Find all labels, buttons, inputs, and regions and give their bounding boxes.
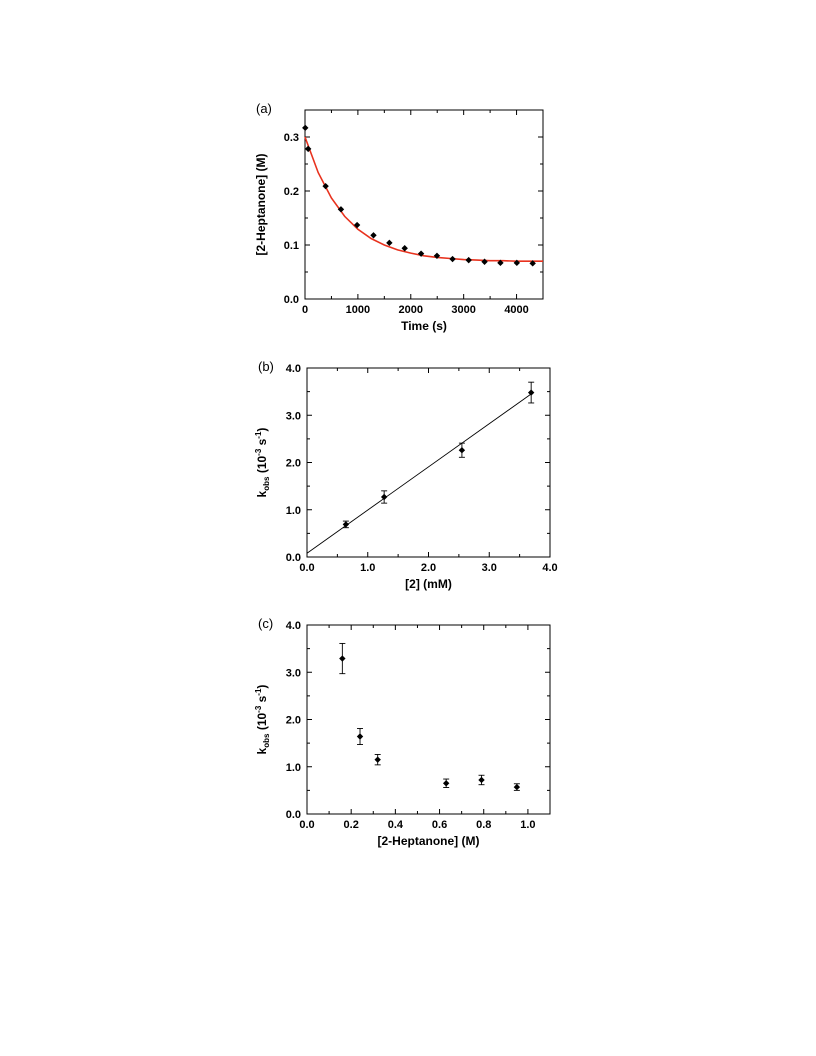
panel-b-x-tick-label: 4.0 [542,562,557,574]
panel-a-data-point [513,259,521,267]
panel-a-x-tick-label: 3000 [451,304,475,316]
panel-c-x-tick-label: 0.6 [432,819,447,831]
panel-a: (a) 0 1000 2000 3000 4000 0.0 0.1 0.2 0.3 Time (s)… [254,101,544,333]
panel-c-label: (c) [258,616,273,631]
panel-c-data-point [339,655,346,662]
panel-a-fit-line [304,136,543,263]
panel-a-x-tick-label: 0 [302,304,308,316]
panel-a-data-point [370,232,377,239]
panel-b-x-axis-title: [2] (mM) [405,577,452,591]
panel-a-y-tick-label: 0.2 [284,186,299,198]
panel-b-x-tick-label: 1.0 [360,562,375,574]
panel-a-data-point [497,259,504,267]
panel-a-data-point [337,206,345,213]
panel-a-x-tick-label: 2000 [399,304,423,316]
panel-a-data-point [386,239,393,247]
panel-b-y-tick-label: 2.0 [286,458,301,470]
panel-a-data-point [401,245,408,252]
panel-c-data-point [356,733,364,740]
panel-b-x-tick-label: 0.0 [299,562,314,574]
panel-b-y-tick-label: 4.0 [286,363,301,375]
panel-c-y-tick-label: 4.0 [286,620,301,632]
panel-c-x-tick-label: 1.0 [520,819,535,831]
panel-c-x-tick-label: 0.0 [299,819,314,831]
panel-b-label: (b) [258,359,274,374]
panel-a-plot-frame [304,109,544,300]
panel-c-x-tick-label: 0.4 [388,819,404,831]
panel-c-y-axis-title: kobs (10-3 s-1) [254,685,271,755]
panel-b-fit-line [306,393,533,554]
panel-c-plot-frame [306,624,551,815]
panel-c-y-tick-label: 3.0 [286,667,301,679]
panel-c: (c) 0.0 0.2 0.4 0.6 0.8 1.0 0.0 1.0 2.0 3.0 4.0 [2-H… [254,616,551,848]
panel-c-y-tick-label: 1.0 [286,762,301,774]
panel-b-data-point [342,521,350,528]
panel-c-y-tick-label: 2.0 [286,715,301,727]
panel-b-y-tick-label: 0.0 [286,552,301,564]
panel-b-x-tick-label: 2.0 [421,562,436,574]
panel-c-data-point [478,776,485,784]
panel-c-y-tick-label: 0.0 [286,809,301,821]
panel-a-data-point [481,258,488,265]
panel-b: (b) 0.0 1.0 2.0 3.0 4.0 0.0 1.0 2.0 3.0 4.0 [2] (mM… [254,359,558,591]
panel-b-y-tick-label: 3.0 [286,410,301,422]
panel-a-y-tick-label: 0.1 [284,240,299,252]
panel-c-x-axis-title: [2-Heptanone] (M) [378,834,480,848]
panel-b-plot-frame [306,367,551,558]
panel-a-y-tick-label: 0.0 [284,294,299,306]
panel-a-data-point [529,260,536,267]
panel-c-data-point [442,780,450,787]
panel-a-x-tick-label: 1000 [346,304,370,316]
panel-a-y-tick-label: 0.3 [284,132,299,144]
panel-b-x-tick-label: 3.0 [482,562,497,574]
panel-a-y-axis-title: [2-Heptanone] (M) [254,154,268,256]
panel-a-data-point [465,256,472,264]
panel-c-data-point [374,756,381,763]
panel-b-y-axis-title: kobs (10-3 s-1) [254,428,271,498]
panel-a-x-axis-title: Time (s) [401,319,447,333]
panel-c-x-tick-label: 0.2 [344,819,359,831]
panel-b-data-point [380,493,388,501]
panel-a-data-point [322,182,329,190]
panel-b-y-tick-label: 1.0 [286,505,301,517]
panel-a-data-point [353,221,361,229]
panel-a-data-point [433,252,441,259]
panel-c-x-tick-label: 0.8 [476,819,491,831]
panel-a-x-tick-label: 4000 [504,304,528,316]
panel-b-data-point [458,447,466,454]
panel-a-data-point [304,145,312,153]
panel-a-data-point [449,255,456,263]
panel-b-data-point [527,389,535,396]
panel-c-data-point [513,783,521,791]
panel-a-label: (a) [256,101,272,116]
panel-a-data-point [417,250,425,257]
panel-a-data-point [302,124,309,132]
